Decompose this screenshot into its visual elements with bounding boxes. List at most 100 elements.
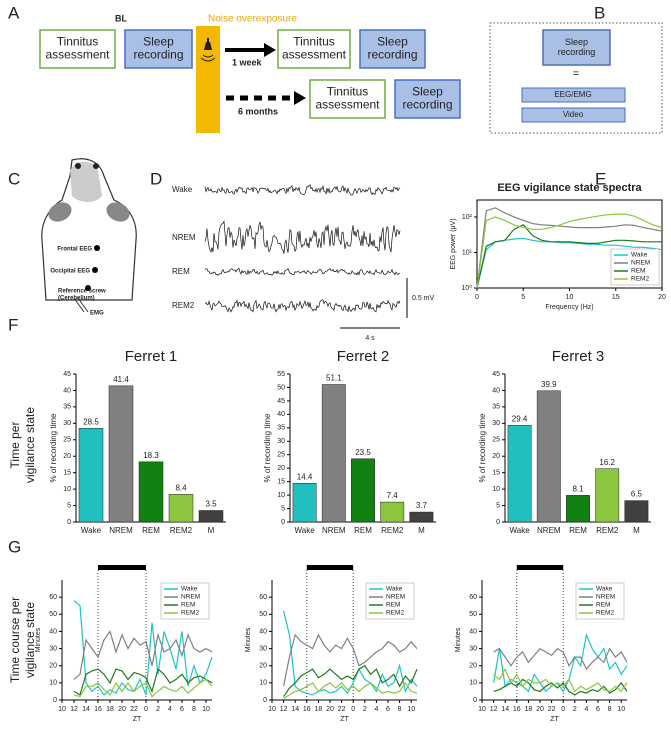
electrode-label: Frontal EEG [57,247,92,253]
x-tick-label: 16 [303,706,311,713]
y-tick-label: 10 [469,680,477,687]
y-axis-label: % of recording time [263,413,272,482]
x-tick-label: 14 [291,706,299,713]
trace [204,184,401,196]
trace [204,220,401,254]
y-tick-label: 50 [469,611,477,618]
x-tick-label: 18 [315,706,323,713]
box [309,79,386,119]
frame [489,22,663,134]
chart-title: Ferret 2 [337,348,390,365]
speaker-icon [204,38,212,50]
electrode-label: Reference screw [58,289,106,295]
x-tick-label: 6 [386,706,390,713]
electrode-label: EMG [90,311,104,317]
bar [292,483,317,523]
series-line [283,633,418,687]
legend-label: REM [596,602,610,609]
y-tick-label: 15 [492,470,500,477]
row-label: Time course per [8,597,22,683]
y-tick-label: 0 [263,697,267,704]
y-tick-label: 10¹ [462,249,473,256]
box [39,29,116,69]
series-line [283,610,418,696]
value-label: 29.4 [512,414,528,423]
x-tick-label: 10 [617,706,625,713]
y-tick-label: 5 [67,502,71,509]
series-line [73,630,213,680]
y-tick-label: 20 [259,663,267,670]
y-tick-label: 20 [63,453,71,460]
x-tick-label: 0 [144,706,148,713]
x-tick-label: 0 [475,294,479,301]
value-label: 28.5 [83,417,99,426]
x-tick-label: 15 [612,294,620,301]
y-axis-label: % of recording time [49,413,58,482]
y-tick-label: 35 [63,404,71,411]
x-tick-label: NREM [537,526,561,535]
y-tick-label: 10⁰ [461,284,472,292]
value-label: 3.7 [416,501,428,510]
y-tick-label: 30 [259,645,267,652]
panel-label: B [594,3,605,22]
x-tick-label: REM [354,526,372,535]
axes-frame [476,199,663,289]
y-tick-label: 10 [277,492,285,499]
chart-title: Ferret 1 [125,348,178,365]
y-tick-label: 40 [49,628,57,635]
value-label: 8.1 [572,484,584,493]
trace-label: REM2 [172,301,195,310]
legend-label: Wake [386,586,403,593]
x-tick-label: 4 [584,706,588,713]
bar [108,385,134,523]
bar [168,494,194,523]
y-tick-label: 10 [259,680,267,687]
x-axis-label: Frequency (Hz) [545,304,593,311]
legend-label: REM2 [181,610,199,617]
series-line [493,647,628,671]
dark-period-bar [306,565,354,570]
y-tick-label: 5 [496,502,500,509]
box [124,29,193,69]
panel-label: E [595,169,606,188]
bar [409,511,434,523]
y-tick-label: 0 [53,697,57,704]
x-tick-label: NREM [109,526,133,535]
x-tick-label: 0 [561,706,565,713]
series-line [283,681,418,699]
electrode-label: Occipital EEG [50,269,90,275]
arrowhead [294,91,306,105]
x-tick-label: 8 [398,706,402,713]
electrode-label: (Cerebellum) [58,296,95,302]
x-tick-label: 5 [521,294,525,301]
y-tick-label: 30 [469,645,477,652]
x-tick-label: 18 [525,706,533,713]
bar [595,468,620,523]
legend-label: Wake [596,586,613,593]
ferret-head [41,158,137,313]
box [521,87,626,103]
series-line [73,678,213,698]
box-label: Tinnitus [293,35,335,49]
bar [78,428,104,523]
x-tick-label: M [418,526,425,535]
legend-label: Wake [181,586,198,593]
x-tick-label: 8 [608,706,612,713]
legend-label: REM2 [596,610,614,617]
arrow-label: 6 months [238,106,278,116]
box-label: assessment [45,48,110,62]
y-tick-label: 40 [277,411,285,418]
y-tick-label: 20 [49,663,57,670]
x-tick-label: 12 [70,706,78,713]
sound-waves [200,54,216,62]
x-axis-label: ZT [340,716,349,723]
y-tick-label: 25 [63,437,71,444]
bar [351,458,375,523]
box-label: Video [563,110,584,119]
series-line [476,237,663,289]
x-tick-label: 16 [94,706,102,713]
series-line [283,664,418,697]
x-tick-label: 0 [351,706,355,713]
scale-label: 0.5 mV [412,295,435,302]
